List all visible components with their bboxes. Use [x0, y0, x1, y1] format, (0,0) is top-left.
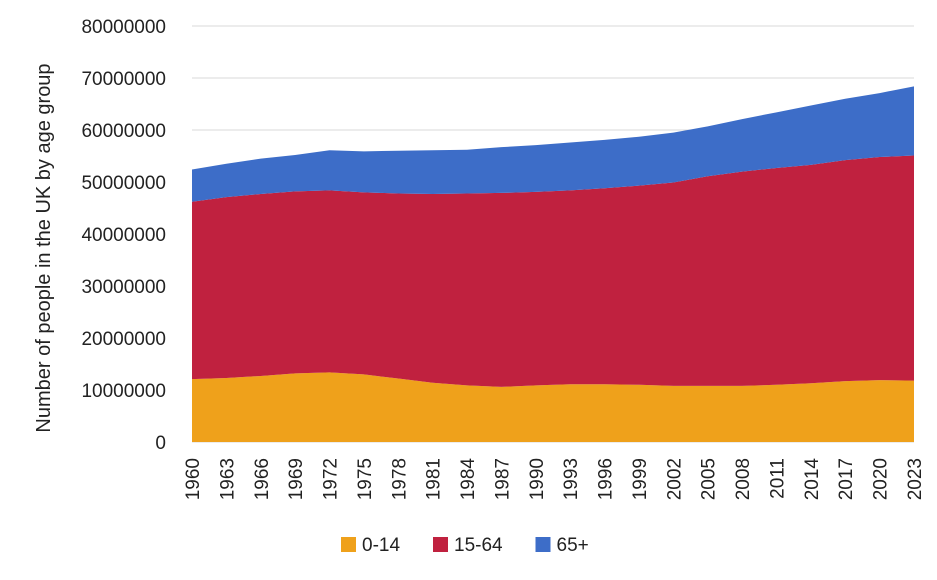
x-tick-label: 2002	[664, 458, 685, 500]
legend-swatch	[433, 537, 448, 552]
legend-item-65+: 65+	[535, 535, 589, 556]
y-tick-label: 40000000	[81, 225, 166, 246]
x-tick-label: 1999	[630, 458, 651, 500]
area-series-15-64	[192, 155, 914, 387]
y-tick-label: 50000000	[81, 173, 166, 194]
x-tick-label: 2017	[836, 458, 857, 500]
y-tick-label: 80000000	[81, 17, 166, 38]
y-tick-label: 10000000	[81, 381, 166, 402]
legend-swatch	[535, 537, 551, 552]
x-tick-label: 1996	[596, 458, 617, 500]
x-tick-label: 1984	[458, 458, 479, 501]
x-tick-label: 1990	[527, 458, 548, 500]
legend-item-0-14: 0-14	[341, 535, 400, 556]
y-tick-label: 60000000	[81, 121, 166, 142]
x-tick-label: 1972	[321, 458, 342, 500]
legend-label: 0-14	[362, 535, 400, 556]
area-series-65+	[192, 86, 914, 202]
x-tick-label: 1966	[252, 458, 273, 500]
y-axis-title: Number of people in the UK by age group	[33, 63, 55, 432]
y-tick-label: 70000000	[81, 69, 166, 90]
x-tick-label: 1975	[355, 458, 376, 500]
x-tick-label: 2020	[871, 458, 892, 500]
y-tick-label: 0	[155, 433, 166, 454]
y-tick-label: 30000000	[81, 277, 166, 298]
x-axis-ticks: 1960 1963 1966 1969 1972 1975 1978 1981 1984 1987…	[183, 458, 926, 501]
x-tick-label: 2023	[905, 458, 926, 500]
x-tick-label: 1969	[286, 458, 307, 500]
legend-label: 65+	[557, 535, 589, 556]
x-tick-label: 1960	[183, 458, 204, 500]
x-tick-label: 1963	[217, 458, 238, 500]
x-tick-label: 1987	[492, 458, 513, 500]
x-tick-label: 2014	[802, 458, 823, 501]
x-tick-label: 2005	[699, 458, 720, 500]
areas	[192, 86, 914, 442]
x-tick-label: 1993	[561, 458, 582, 500]
legend-label: 15-64	[454, 535, 503, 556]
x-tick-label: 1981	[424, 458, 445, 500]
legend-item-15-64: 15-64	[433, 535, 503, 556]
y-axis-ticks: 0 10000000 20000000 30000000 40000000 5000000…	[81, 17, 166, 454]
area-series-0-14	[192, 372, 914, 442]
x-tick-label: 2011	[767, 458, 788, 499]
legend-swatch	[341, 537, 356, 552]
x-tick-label: 2008	[733, 458, 754, 500]
legend: 0-14 15-64 65+	[341, 535, 589, 556]
y-tick-label: 20000000	[81, 329, 166, 350]
x-tick-label: 1978	[389, 458, 410, 500]
